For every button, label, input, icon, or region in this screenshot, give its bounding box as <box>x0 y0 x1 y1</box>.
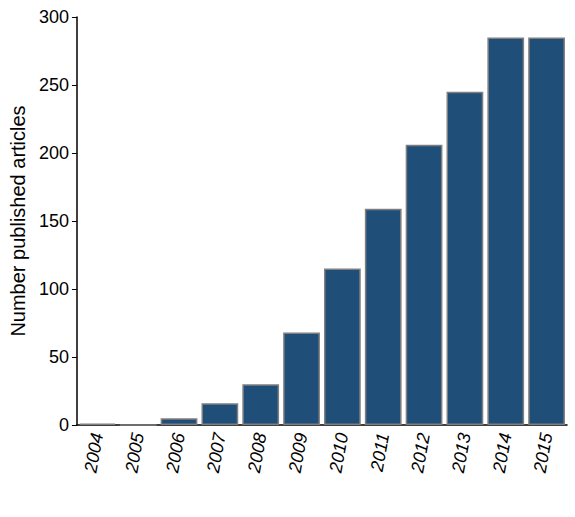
svg-text:2008: 2008 <box>244 431 271 475</box>
svg-text:2011: 2011 <box>366 431 393 474</box>
svg-text:50: 50 <box>49 347 69 367</box>
svg-text:200: 200 <box>39 143 69 163</box>
svg-text:2010: 2010 <box>325 431 352 475</box>
svg-text:0: 0 <box>59 415 69 435</box>
svg-text:2007: 2007 <box>203 430 230 475</box>
svg-text:2013: 2013 <box>448 431 475 475</box>
svg-text:2014: 2014 <box>489 431 516 475</box>
svg-text:100: 100 <box>39 279 69 299</box>
svg-text:150: 150 <box>39 211 69 231</box>
svg-text:2009: 2009 <box>285 431 312 475</box>
svg-text:300: 300 <box>39 7 69 27</box>
svg-text:2005: 2005 <box>121 430 148 475</box>
svg-text:2006: 2006 <box>162 430 189 475</box>
svg-text:Number published articles: Number published articles <box>7 105 29 336</box>
svg-text:250: 250 <box>39 75 69 95</box>
svg-text:2004: 2004 <box>80 431 107 475</box>
svg-text:2012: 2012 <box>407 431 434 475</box>
svg-text:2015: 2015 <box>530 430 557 475</box>
